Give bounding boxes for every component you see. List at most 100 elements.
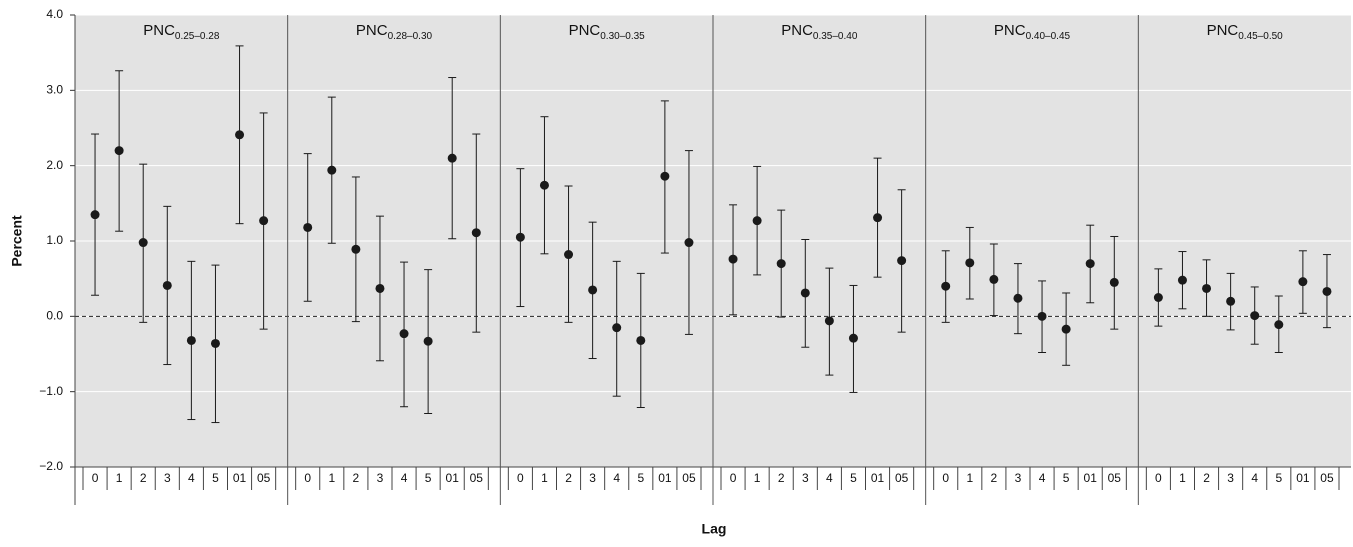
panel-title: PNC0.25–0.28: [143, 22, 220, 42]
point: [327, 165, 337, 175]
x-tick-label: 0: [517, 471, 524, 485]
point: [1177, 275, 1187, 285]
x-tick-label: 1: [116, 471, 123, 485]
point: [186, 335, 196, 345]
y-tick-label: 2.0: [46, 158, 63, 172]
point: [375, 283, 385, 293]
point: [897, 256, 907, 266]
panel-title: PNC0.28–0.30: [356, 22, 433, 42]
point: [660, 171, 670, 181]
point: [138, 238, 148, 248]
panel-title: PNC0.30–0.35: [569, 22, 646, 42]
panel-title-label: PNC: [569, 22, 601, 39]
x-tick-label: 4: [613, 471, 620, 485]
point: [612, 323, 622, 333]
x-tick-label: 0: [1155, 471, 1162, 485]
point: [1322, 286, 1332, 296]
point: [210, 338, 220, 348]
point: [399, 329, 409, 339]
panel-title-subscript: 0.25–0.28: [175, 31, 220, 42]
x-tick-label: 05: [470, 471, 484, 485]
panel-title-label: PNC: [356, 22, 388, 39]
x-tick-label: 3: [1227, 471, 1234, 485]
panel-title: PNC0.40–0.45: [994, 22, 1071, 42]
point: [515, 232, 525, 242]
x-tick-label: 4: [1039, 471, 1046, 485]
x-tick-label: 0: [304, 471, 311, 485]
x-tick-label: 5: [637, 471, 644, 485]
point: [114, 146, 124, 156]
panel-title-subscript: 0.45–0.50: [1238, 31, 1283, 42]
x-tick-label: 4: [826, 471, 833, 485]
x-tick-label: 3: [377, 471, 384, 485]
x-tick-label: 05: [682, 471, 696, 485]
y-tick-label: 3.0: [46, 83, 63, 97]
point: [684, 238, 694, 248]
point: [303, 222, 313, 232]
x-tick-label: 01: [658, 471, 672, 485]
x-tick-label: 2: [1203, 471, 1210, 485]
point: [1226, 296, 1236, 306]
x-tick-label: 01: [1296, 471, 1310, 485]
point: [800, 288, 810, 298]
x-tick-label: 05: [1320, 471, 1334, 485]
point: [471, 228, 481, 238]
x-tick-label: 4: [1251, 471, 1258, 485]
x-tick-label: 5: [850, 471, 857, 485]
panel-title-label: PNC: [994, 22, 1026, 39]
x-tick-label: 2: [565, 471, 572, 485]
panel-title-subscript: 0.40–0.45: [1026, 31, 1071, 42]
point: [1298, 277, 1308, 287]
x-tick-label: 3: [1015, 471, 1022, 485]
y-tick-label: −1.0: [39, 384, 63, 398]
y-axis-title: Percent: [9, 215, 25, 267]
x-tick-label: 05: [1108, 471, 1122, 485]
x-tick-label: 2: [140, 471, 147, 485]
point: [564, 250, 574, 260]
x-tick-label: 4: [401, 471, 408, 485]
point: [1013, 293, 1023, 303]
panel-title-subscript: 0.35–0.40: [813, 31, 858, 42]
point: [1085, 259, 1095, 269]
point: [752, 216, 762, 226]
panel-title-label: PNC: [143, 22, 175, 39]
x-tick-label: 5: [212, 471, 219, 485]
x-tick-label: 01: [871, 471, 885, 485]
point: [162, 280, 172, 290]
panel-title: PNC0.35–0.40: [781, 22, 858, 42]
point: [776, 259, 786, 269]
point: [873, 213, 883, 223]
point: [965, 258, 975, 268]
x-tick-label: 5: [425, 471, 432, 485]
x-tick-label: 05: [257, 471, 271, 485]
point: [539, 180, 549, 190]
point: [824, 316, 834, 326]
x-tick-label: 2: [991, 471, 998, 485]
x-tick-label: 0: [92, 471, 99, 485]
x-tick-label: 2: [778, 471, 785, 485]
panel-title-label: PNC: [781, 22, 813, 39]
point: [351, 244, 361, 254]
x-tick-label: 01: [233, 471, 247, 485]
x-tick-label: 1: [966, 471, 973, 485]
point: [447, 153, 457, 163]
point: [588, 285, 598, 295]
point: [636, 335, 646, 345]
x-tick-label: 3: [802, 471, 809, 485]
x-tick-label: 1: [1179, 471, 1186, 485]
panel-title-label: PNC: [1207, 22, 1239, 39]
point: [1109, 277, 1119, 287]
x-tick-label: 05: [895, 471, 909, 485]
x-tick-label: 1: [754, 471, 761, 485]
panel-title-subscript: 0.28–0.30: [388, 31, 433, 42]
x-tick-label: 0: [942, 471, 949, 485]
y-tick-label: 4.0: [46, 7, 63, 21]
x-axis-title: Lag: [702, 521, 727, 537]
point: [989, 274, 999, 284]
point: [235, 130, 245, 140]
x-tick-label: 01: [446, 471, 460, 485]
x-tick-label: 1: [328, 471, 335, 485]
x-tick-label: 1: [541, 471, 548, 485]
x-tick-label: 01: [1084, 471, 1098, 485]
